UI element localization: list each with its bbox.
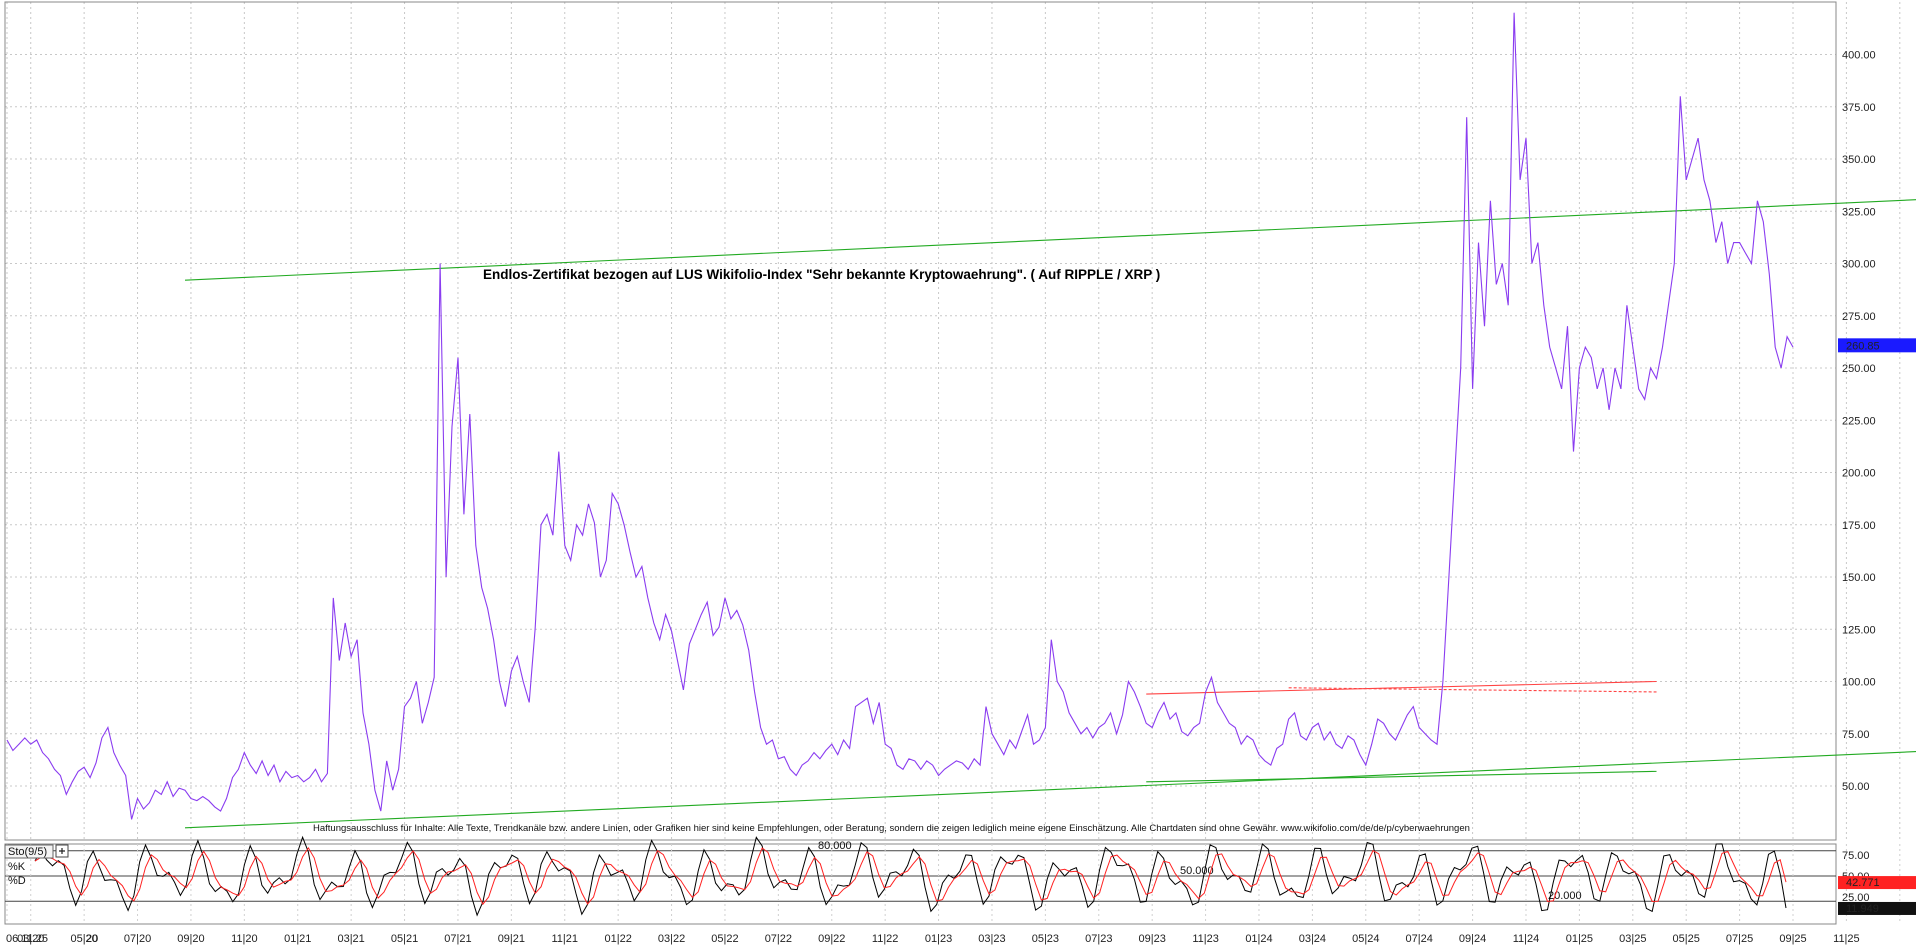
k-legend: %K [8,861,26,873]
x-tick-label: 03|22 [658,933,685,945]
x-axis: 06.11.25 20 03|20 05|20 07|20 09|20 11|20 01|21… [6,933,1860,945]
x-tick-label: 11|23 [1192,933,1219,945]
x-tick-label: 07|25 [1726,933,1753,945]
x-tick-label: 11|21 [551,933,578,945]
y-tick-label: 225.00 [1842,415,1876,427]
x-tick-label: 01|21 [284,933,311,945]
trendline[interactable] [184,717,1916,829]
x-tick-label: 07|23 [1085,933,1112,945]
trendline[interactable] [184,163,1916,281]
x-tick-label: 07|22 [765,933,792,945]
x-tick-label: 05|21 [391,933,418,945]
y-tick-label: 325.00 [1842,206,1876,218]
x-tick-label: 03|21 [337,933,364,945]
k-badge-bg [1838,901,1916,915]
k-line [34,835,1787,917]
price-badge-bg [1838,338,1916,353]
y-tick-label: 400.00 [1842,50,1876,62]
y-tick-label: 200.00 [1842,468,1876,480]
x-tick-label: 03|23 [978,933,1005,945]
x-tick-label: 11|25 [1833,933,1860,945]
level-label: 50.000 [1180,865,1214,877]
x-tick-label: 11|22 [872,933,899,945]
x-tick-label: 03|20 [17,933,44,945]
y-tick-label: 50.00 [1842,781,1870,793]
x-tick-label: 11|24 [1513,933,1540,945]
trendline[interactable] [1288,687,1657,693]
trendline[interactable] [1146,770,1657,783]
x-tick-label: 09|22 [818,933,845,945]
x-tick-label: 09|20 [177,933,204,945]
y-tick-label: 350.00 [1842,154,1876,166]
osc-y-tick-label: 75.00 [1842,850,1870,862]
x-tick-label: 03|25 [1619,933,1646,945]
d-badge-bg [1838,876,1916,890]
y-tick-label: 275.00 [1842,311,1876,323]
x-tick-label: 20 [86,933,98,945]
y-tick-label: 375.00 [1842,102,1876,114]
d-legend: %D [8,875,26,887]
x-tick-label: 06.11.25 [6,933,48,945]
oscillator-frame [4,843,1837,925]
last-price-badge: 260.85 [1838,338,1916,353]
osc-y-tick-label: 25.00 [1842,892,1870,904]
x-tick-label: 01|25 [1566,933,1593,945]
trendlines [184,163,1916,829]
indicator-label-box[interactable] [4,844,54,859]
x-tick-label: 09|25 [1779,933,1806,945]
x-tick-label: 07|20 [124,933,151,945]
d-line [34,846,1787,906]
x-tick-label: 05|23 [1032,933,1059,945]
x-tick-label: 05|22 [711,933,738,945]
x-tick-label: 01|24 [1245,933,1272,945]
x-tick-label: 09|21 [498,933,525,945]
x-tick-label: 09|24 [1459,933,1486,945]
price-series [6,12,1794,820]
y-tick-label: 150.00 [1842,572,1876,584]
y-tick-label: 300.00 [1842,259,1876,271]
chart-title: Endlos-Zertifikat bezogen auf LUS Wikifo… [483,267,1160,282]
x-tick-label: 05|24 [1352,933,1379,945]
y-tick-label: 125.00 [1842,624,1876,636]
x-tick-label: 01|22 [604,933,631,945]
plot-frame [4,1,1837,841]
indicator-label: Sto(9/5) [8,846,47,858]
main-grid [4,1,1901,841]
x-tick-label: 07|21 [444,933,471,945]
price-badge-label: 260.85 [1846,340,1880,352]
d-badge-label: 42.771 [1846,877,1880,889]
oscillator-badges: 42.771 11.949 [1838,876,1916,915]
y-tick-label: 175.00 [1842,520,1876,532]
level-label: 80.000 [818,840,852,852]
disclaimer-text: Haftungsausschluss für Inhalte: Alle Tex… [313,823,1470,834]
x-tick-label: 05|25 [1673,933,1700,945]
y-tick-label: 100.00 [1842,677,1876,689]
y-tick-label: 250.00 [1842,363,1876,375]
price-line [6,12,1794,820]
x-tick-label: 03|24 [1299,933,1326,945]
oscillator-series [34,835,1787,917]
x-tick-label: 11|20 [231,933,258,945]
x-tick-label: 05|20 [70,933,97,945]
y-tick-label: 75.00 [1842,729,1870,741]
plus-icon [59,848,65,854]
x-tick-label: 07|24 [1406,933,1433,945]
x-tick-label: 09|23 [1139,933,1166,945]
oscillator-header: Sto(9/5) %K %D [4,844,69,887]
trendline[interactable] [1146,680,1657,695]
main-y-axis: 400.00 375.00 350.00 325.00 300.00 275.00 250.… [1842,50,1876,794]
k-badge-label: 11.949 [1846,903,1879,915]
x-tick-label: 01|23 [925,933,952,945]
